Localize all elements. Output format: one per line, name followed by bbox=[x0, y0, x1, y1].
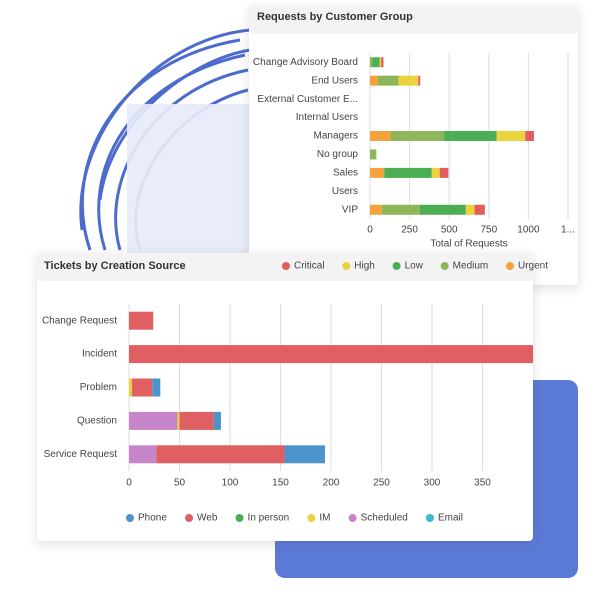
card bbox=[249, 6, 578, 285]
legend-marker bbox=[235, 514, 244, 522]
legend-label: In person bbox=[248, 513, 290, 524]
bar-segment bbox=[177, 411, 180, 430]
y-tick-label: Service Request bbox=[44, 449, 118, 460]
legend-label: Scheduled bbox=[361, 513, 408, 524]
bar-segment bbox=[129, 345, 533, 364]
bar-segment bbox=[129, 445, 157, 464]
y-tick-label: Question bbox=[77, 416, 117, 427]
x-tick-label: 150 bbox=[272, 478, 289, 489]
bar-segment bbox=[419, 204, 466, 215]
legend-marker bbox=[392, 262, 401, 270]
y-tick-label: Problem bbox=[80, 382, 117, 393]
bar-segment bbox=[390, 131, 445, 141]
legend-marker bbox=[282, 262, 290, 270]
y-tick-label: Change Advisory Board bbox=[253, 57, 358, 68]
x-tick-label: 50 bbox=[174, 478, 186, 489]
x-tick-label: 250 bbox=[373, 478, 390, 489]
legend-label: High bbox=[354, 261, 375, 272]
legend-marker bbox=[505, 262, 514, 270]
x-tick-label: 0 bbox=[367, 225, 373, 236]
y-tick-label: Managers bbox=[314, 131, 358, 142]
x-tick-label: 750 bbox=[480, 225, 497, 236]
y-tick-label: Sales bbox=[333, 168, 358, 179]
y-tick-label: Users bbox=[332, 186, 358, 197]
x-axis-label: Total of Requests bbox=[430, 239, 507, 250]
bar-segment bbox=[384, 167, 432, 178]
x-tick-label: 0 bbox=[126, 478, 132, 489]
legend-marker bbox=[440, 262, 449, 270]
bar-segment bbox=[398, 75, 419, 86]
bar-segment bbox=[431, 167, 440, 178]
bar-segment bbox=[377, 75, 399, 86]
bar-segment bbox=[370, 204, 382, 215]
legend-label: Urgent bbox=[518, 261, 548, 272]
bar-segment bbox=[370, 75, 378, 86]
bar-segment bbox=[496, 131, 526, 141]
chart-title: Tickets by Creation Source bbox=[44, 260, 186, 272]
bar-segment bbox=[156, 445, 285, 464]
legend-marker bbox=[185, 514, 194, 522]
bar-segment bbox=[152, 378, 161, 397]
legend-marker bbox=[425, 514, 434, 522]
bar-segment bbox=[129, 411, 178, 430]
legend-label: Web bbox=[197, 513, 218, 524]
x-tick-label: 1000 bbox=[517, 225, 540, 236]
bar-segment bbox=[465, 204, 475, 215]
legend-marker bbox=[126, 514, 134, 522]
legend-label: Medium bbox=[453, 261, 489, 272]
bar-segment bbox=[213, 411, 221, 430]
bar-segment bbox=[132, 378, 153, 397]
legend-label: IM bbox=[319, 513, 330, 524]
bar-segment bbox=[379, 57, 382, 68]
x-tick-label: 500 bbox=[441, 225, 458, 236]
y-tick-label: VIP bbox=[342, 204, 358, 215]
y-tick-label: Internal Users bbox=[296, 112, 358, 123]
y-tick-label: Incident bbox=[82, 349, 117, 360]
legend-label: Low bbox=[405, 261, 424, 272]
y-tick-label: External Customer E... bbox=[257, 94, 358, 105]
bar-segment bbox=[370, 149, 377, 160]
card-header bbox=[249, 6, 578, 34]
x-tick-label: 200 bbox=[323, 478, 340, 489]
bar-segment bbox=[370, 131, 391, 141]
bar-segment bbox=[444, 131, 497, 141]
bar-segment bbox=[179, 411, 214, 430]
y-tick-label: End Users bbox=[311, 75, 358, 86]
x-tick-label: 1... bbox=[561, 225, 575, 236]
x-tick-label: 300 bbox=[424, 478, 441, 489]
legend-marker bbox=[348, 514, 357, 522]
bar-segment bbox=[129, 311, 154, 330]
x-tick-label: 100 bbox=[222, 478, 239, 489]
x-tick-label: 250 bbox=[401, 225, 418, 236]
legend-label: Phone bbox=[138, 513, 167, 524]
chart-title: Requests by Customer Group bbox=[257, 11, 413, 23]
bar-segment bbox=[474, 204, 485, 215]
bar-segment bbox=[284, 445, 325, 464]
bar-segment bbox=[418, 75, 421, 86]
legend-marker bbox=[342, 262, 351, 270]
card bbox=[37, 253, 533, 541]
legend-label: Critical bbox=[294, 261, 325, 272]
y-tick-label: No group bbox=[317, 149, 359, 160]
bar-segment bbox=[372, 57, 380, 68]
bar-segment bbox=[370, 167, 385, 178]
bar-segment bbox=[129, 378, 133, 397]
bar-segment bbox=[381, 204, 420, 215]
legend-marker bbox=[307, 514, 316, 522]
bar-segment bbox=[439, 167, 449, 178]
legend-label: Email bbox=[438, 513, 463, 524]
bar-segment bbox=[381, 57, 384, 68]
bar-segment bbox=[525, 131, 534, 141]
x-tick-label: 350 bbox=[474, 478, 491, 489]
decoration bbox=[127, 104, 270, 255]
bar-segment bbox=[370, 57, 373, 68]
y-tick-label: Change Request bbox=[42, 315, 117, 326]
